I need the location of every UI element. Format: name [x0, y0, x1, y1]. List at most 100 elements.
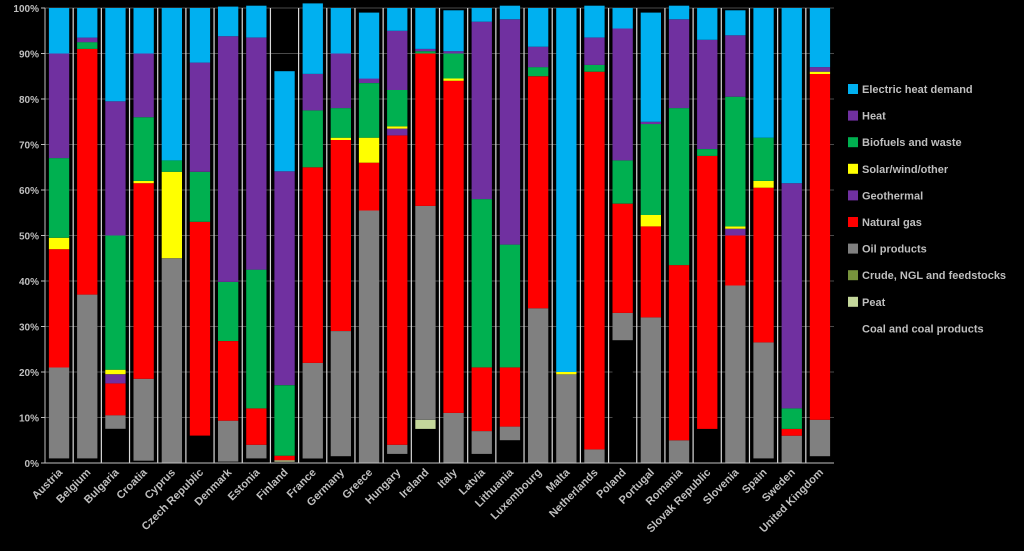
bar-segment [584, 449, 605, 463]
bar-segment [105, 383, 126, 416]
bar-segment [77, 48, 98, 295]
bar-stacks [48, 3, 831, 464]
bar-segment [77, 42, 98, 49]
bar-segment [443, 51, 464, 54]
bar-segment [809, 419, 831, 457]
legend-label: Peat [862, 297, 886, 309]
bar-segment [302, 362, 323, 459]
bar-segment [528, 76, 549, 309]
legend-label: Crude, NGL and feedstocks [862, 270, 1006, 282]
bar-segment [274, 460, 295, 462]
bar-segment [753, 180, 774, 188]
bar-segment [640, 121, 661, 125]
bar-segment [499, 367, 521, 427]
bar-segment [668, 108, 690, 266]
bar-segment [133, 180, 154, 184]
bar-segment [471, 199, 492, 368]
bar-segment [528, 308, 549, 463]
bar-segment [640, 317, 661, 463]
bar-segment [48, 158, 70, 238]
bar-segment [499, 440, 521, 464]
bar-segment [640, 124, 661, 215]
bar-segment [415, 48, 436, 52]
bar-segment [302, 74, 323, 111]
y-tick-label: 20% [19, 368, 39, 379]
bar-segment [612, 312, 633, 341]
bar-segment [499, 19, 521, 245]
bar-segment [697, 155, 718, 429]
bar-segment [697, 8, 718, 40]
bar-segment [387, 444, 408, 454]
bar-segment [133, 117, 154, 181]
bar-segment [105, 369, 126, 375]
legend-swatch [848, 270, 858, 281]
bar-segment [218, 341, 239, 421]
legend-label: Heat [862, 111, 886, 123]
y-axis: 0% 10% 20% 30% 40% 50% 60% 70% 80% 90% 100% [13, 4, 46, 470]
bar-segment [640, 215, 661, 227]
bar-segment [105, 374, 126, 384]
bar-segment [274, 71, 295, 172]
legend-swatch [848, 296, 858, 307]
bar-segment [556, 374, 577, 463]
bar-segment [48, 237, 70, 250]
bar-segment [471, 367, 492, 432]
bar-segment [753, 8, 774, 138]
bar-segment [105, 8, 126, 102]
bar-segment [358, 12, 380, 79]
bar-segment [218, 461, 239, 463]
bar-segment [161, 258, 182, 464]
y-tick-label: 50% [19, 232, 39, 243]
bar-segment [105, 235, 126, 370]
legend-swatch [848, 110, 858, 121]
bar-segment [668, 19, 690, 109]
bar-segment [48, 53, 70, 159]
bar-segment [133, 460, 154, 463]
bar-segment [387, 126, 408, 129]
bar-segment [725, 235, 746, 286]
bar-segment [358, 78, 380, 83]
legend-swatch [848, 190, 858, 201]
bar-segment [415, 53, 436, 206]
bar-segment [640, 226, 661, 318]
bar-segment [77, 294, 98, 459]
bar-segment [471, 8, 492, 22]
legend-label: Solar/wind/other [862, 164, 949, 176]
bar-segment [189, 8, 211, 63]
bar-segment [443, 80, 464, 413]
bar-segment [584, 37, 605, 65]
bar-segment [161, 171, 182, 259]
bar-segment [387, 453, 408, 463]
bar-segment [48, 458, 70, 463]
bar-segment [77, 37, 98, 43]
bar-segment [443, 53, 464, 79]
bar-segment [753, 458, 774, 463]
bar-segment [584, 5, 605, 38]
bar-segment [471, 21, 492, 200]
bar-segment [612, 340, 633, 463]
bar-segment [528, 46, 549, 68]
bar-segment [218, 281, 239, 341]
bar-segment [697, 39, 718, 149]
bar-segment [697, 149, 718, 156]
bar-segment [246, 408, 267, 445]
bar-segment [415, 51, 436, 54]
bar-segment [415, 428, 436, 463]
bar-segment [753, 137, 774, 181]
bar-segment [330, 108, 351, 138]
bar-segment [161, 8, 182, 161]
bar-segment [668, 440, 690, 464]
legend: Electric heat demand Heat Biofuels and was… [848, 84, 1006, 335]
bar-segment [161, 160, 182, 172]
bar-segment [668, 265, 690, 441]
bar-segment [330, 456, 351, 463]
bar-segment [105, 415, 126, 429]
bar-segment [105, 101, 126, 236]
bar-segment [274, 455, 295, 461]
bar-segment [781, 408, 802, 429]
bar-segment [809, 8, 831, 68]
bar-segment [189, 435, 211, 463]
bar-segment [274, 171, 295, 386]
y-tick-label: 30% [19, 323, 39, 334]
